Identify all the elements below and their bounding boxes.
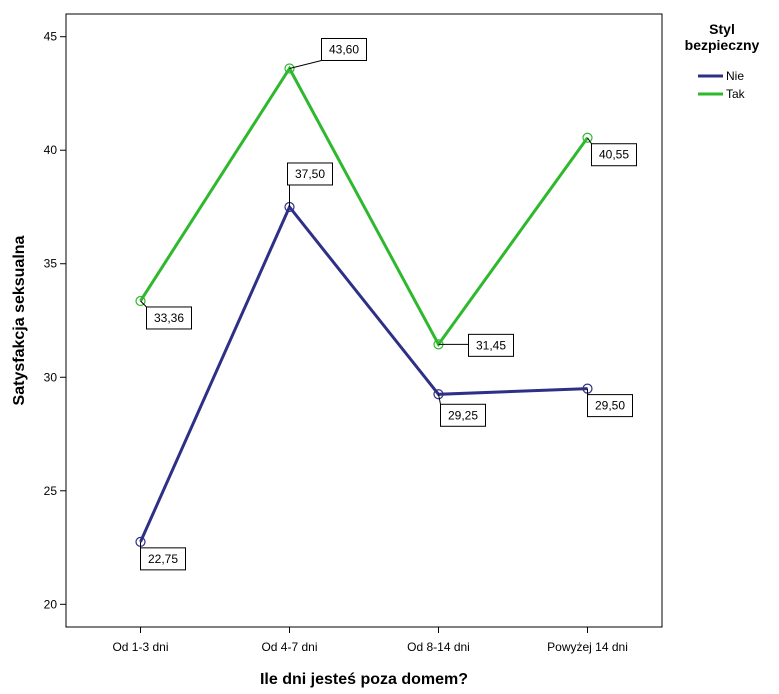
- data-label-box: [587, 394, 633, 418]
- data-point: [135, 295, 146, 307]
- y-tick-label: 20: [44, 597, 58, 611]
- series-layer: [135, 63, 593, 547]
- x-axis-title: Ile dni jesteś poza domem?: [260, 671, 468, 688]
- data-label-text: 22,75: [148, 552, 178, 566]
- data-label-text: 37,50: [295, 167, 325, 181]
- legend-title-line-1: Styl: [709, 21, 735, 37]
- data-label-text: 29,50: [595, 399, 625, 413]
- data-point: [582, 132, 593, 143]
- data-label: 22,75: [140, 541, 186, 571]
- data-label: 43,60: [289, 37, 367, 69]
- series-tak: [135, 63, 593, 350]
- data-label-box: [321, 37, 367, 61]
- y-tick-label: 30: [44, 370, 58, 384]
- series-line: [139, 65, 589, 348]
- data-label-text: 29,25: [448, 408, 478, 422]
- data-label-box: [146, 306, 192, 330]
- y-tick-label: 40: [44, 143, 58, 157]
- plot-frame: [65, 13, 663, 628]
- y-axis-title: Satysfakcja seksualna: [11, 235, 28, 405]
- data-label: 33,36: [140, 300, 192, 330]
- series-nie: [135, 201, 593, 547]
- x-tick-label: Od 8-14 dni: [407, 640, 470, 654]
- data-label-text: 31,45: [476, 338, 506, 352]
- data-label: 31,45: [438, 333, 514, 357]
- data-label-box: [287, 162, 333, 186]
- data-labels: 22,75 37,50 29,25 29,50 33,36 43,60 31,45 40,55: [140, 37, 637, 571]
- data-label-box: [591, 143, 637, 167]
- y-tick-label: 35: [44, 257, 58, 271]
- data-label-box: [440, 403, 486, 427]
- legend: Styl bezpieczny Nie Tak: [685, 21, 760, 101]
- data-label: 29,25: [438, 394, 486, 427]
- x-tick-label: Powyżej 14 dni: [547, 640, 628, 654]
- y-tick-label: 45: [44, 30, 58, 44]
- x-axis: Od 1-3 dni Od 4-7 dni Od 8-14 dni Powyżej 1…: [112, 627, 628, 654]
- legend-label: Nie: [726, 69, 744, 83]
- data-label: 40,55: [587, 137, 637, 167]
- legend-label: Tak: [726, 87, 746, 101]
- y-tick-label: 25: [44, 484, 58, 498]
- x-tick-label: Od 4-7 dni: [261, 640, 317, 654]
- y-axis: 20 25 30 35 40 45: [44, 30, 66, 611]
- legend-item-tak: Tak: [698, 87, 746, 101]
- data-point: [433, 389, 444, 400]
- data-label-box: [468, 333, 514, 357]
- leader-line: [289, 60, 322, 69]
- data-label-text: 33,36: [154, 311, 184, 325]
- data-label-text: 40,55: [599, 148, 629, 162]
- data-point: [284, 63, 295, 74]
- series-line: [139, 204, 588, 543]
- leader-line: [140, 300, 147, 308]
- data-label-text: 43,60: [329, 42, 359, 56]
- data-label: 29,50: [587, 388, 633, 418]
- leader-line: [587, 137, 592, 145]
- data-label: 37,50: [287, 162, 333, 207]
- legend-title-line-2: bezpieczny: [685, 37, 760, 53]
- leader-line: [438, 394, 441, 405]
- x-tick-label: Od 1-3 dni: [112, 640, 168, 654]
- legend-item-nie: Nie: [698, 69, 744, 83]
- data-label-box: [140, 547, 186, 571]
